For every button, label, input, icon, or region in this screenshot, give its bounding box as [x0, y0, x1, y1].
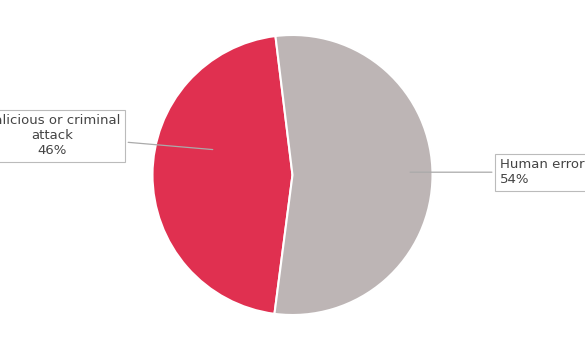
Text: Human error
54%: Human error 54% — [410, 158, 584, 186]
Wedge shape — [153, 36, 292, 314]
Wedge shape — [274, 35, 432, 315]
Text: Malicious or criminal
attack
46%: Malicious or criminal attack 46% — [0, 114, 213, 157]
